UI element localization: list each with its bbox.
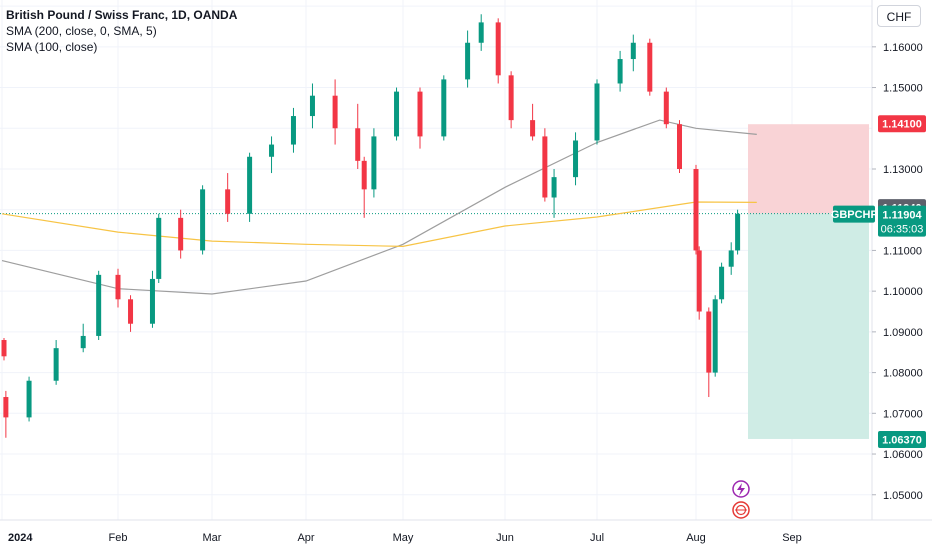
candle-body — [663, 91, 669, 125]
price-axis — [872, 0, 932, 550]
time-tick-label: 2024 — [8, 532, 33, 544]
candle-body — [735, 213, 741, 251]
candle-body — [465, 42, 471, 80]
candle-body — [719, 266, 725, 300]
price-tick-label: 1.15000 — [883, 83, 923, 95]
candle-body — [573, 140, 579, 178]
countdown-label: 06:35:03 — [881, 224, 924, 236]
price-tick-label: 1.09000 — [883, 327, 923, 339]
take-profit-zone — [748, 213, 869, 439]
candle-body — [551, 177, 557, 198]
time-axis — [0, 520, 932, 550]
candle-body — [80, 335, 86, 349]
candle-body — [225, 189, 231, 214]
candle-body — [441, 79, 447, 137]
price-tick-label: 1.05000 — [883, 490, 923, 502]
chart-legend: British Pound / Swiss Franc, 1D, OANDA S… — [6, 7, 237, 55]
time-tick-label: Jul — [590, 532, 604, 544]
candle-body — [149, 278, 155, 324]
lightning-glyph-icon — [737, 483, 745, 496]
candle-body — [96, 274, 102, 336]
candle-body — [647, 42, 653, 92]
candle-body — [1, 340, 7, 357]
candle-body — [309, 95, 315, 117]
candle-body — [542, 136, 548, 198]
price-tick-label: 1.06000 — [883, 449, 923, 461]
sma100-legend[interactable]: SMA (100, close) — [6, 40, 98, 54]
candle-body — [706, 311, 712, 373]
candle-body — [371, 136, 377, 190]
currency-button[interactable]: CHF — [877, 5, 921, 27]
sma200-line — [1, 119, 757, 295]
candle-body — [200, 189, 206, 251]
time-tick-label: Mar — [203, 532, 222, 544]
stop-loss-zone — [748, 124, 869, 214]
time-tick-label: Feb — [109, 532, 128, 544]
price-tick-label: 1.16000 — [883, 42, 923, 54]
symbol-label-bg — [833, 205, 875, 223]
candle-body — [3, 397, 9, 418]
candle-body — [53, 348, 59, 381]
price-tick-label: 1.10000 — [883, 286, 923, 298]
candle-body — [156, 217, 162, 279]
target-price-label: 1.06370 — [882, 434, 922, 446]
candle-body — [530, 120, 536, 137]
candle-body — [677, 124, 682, 169]
candle-body — [417, 91, 423, 137]
time-tick-label: Sep — [782, 532, 802, 544]
candle-body — [728, 250, 734, 267]
last-price-label-bg — [878, 205, 926, 237]
candle-body — [178, 217, 184, 251]
candle-body — [696, 250, 702, 312]
candle-body — [394, 91, 400, 137]
chart-title: British Pound / Swiss Franc, 1D, OANDA — [6, 8, 238, 22]
candle-body — [269, 144, 275, 157]
price-tick-label: 1.13000 — [883, 164, 923, 176]
stop-price-label: 1.14100 — [882, 119, 922, 131]
candle-body — [115, 274, 121, 300]
candle-body — [495, 22, 501, 76]
candle-body — [617, 59, 623, 84]
candle-body — [26, 380, 32, 418]
target-price-label-bg — [878, 430, 926, 448]
time-tick-label: May — [393, 532, 414, 544]
candle-body — [128, 299, 134, 324]
time-tick-label: Aug — [686, 532, 706, 544]
candle-body — [712, 299, 718, 373]
candle-body — [594, 83, 600, 141]
candle-body — [630, 42, 636, 60]
last-price-label: 1.11904 — [882, 210, 922, 222]
candle-body — [332, 95, 338, 129]
candle-body — [508, 75, 514, 121]
stop-price-label-bg — [878, 115, 926, 133]
price-tick-label: 1.07000 — [883, 408, 923, 420]
sma100-line — [1, 201, 757, 248]
candle-body — [247, 156, 253, 214]
candle-body — [693, 168, 699, 251]
symbol-label: GBPCHF — [831, 209, 878, 221]
candle-body — [355, 128, 361, 161]
time-tick-label: Jun — [496, 532, 514, 544]
candle-body — [290, 116, 296, 145]
price-tick-label: 1.08000 — [883, 368, 923, 380]
candle-body — [478, 22, 484, 43]
time-tick-label: Apr — [297, 532, 314, 544]
sma200-legend[interactable]: SMA (200, close, 0, SMA, 5) — [6, 24, 157, 38]
price-tick-label: 1.11000 — [883, 245, 922, 257]
candle-body — [361, 160, 367, 190]
